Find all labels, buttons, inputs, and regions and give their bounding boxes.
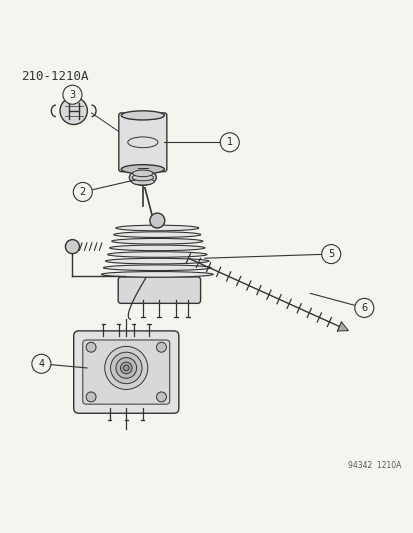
- Text: 210-1210A: 210-1210A: [21, 70, 88, 83]
- Circle shape: [220, 133, 239, 152]
- Circle shape: [150, 213, 164, 228]
- Ellipse shape: [114, 232, 200, 237]
- Circle shape: [86, 342, 96, 352]
- Ellipse shape: [103, 265, 211, 271]
- Ellipse shape: [121, 111, 164, 120]
- Ellipse shape: [132, 174, 153, 181]
- Ellipse shape: [121, 165, 164, 174]
- Ellipse shape: [107, 252, 206, 257]
- Text: 6: 6: [361, 303, 366, 313]
- Polygon shape: [337, 322, 348, 331]
- Ellipse shape: [105, 259, 209, 264]
- Circle shape: [110, 352, 142, 384]
- Ellipse shape: [132, 170, 152, 176]
- FancyBboxPatch shape: [74, 331, 178, 413]
- Circle shape: [120, 362, 132, 374]
- Circle shape: [65, 240, 79, 254]
- Circle shape: [73, 182, 92, 201]
- Text: 1: 1: [226, 138, 232, 147]
- Circle shape: [156, 392, 166, 402]
- Text: 4: 4: [38, 359, 44, 369]
- Text: 94342  1210A: 94342 1210A: [347, 461, 401, 470]
- Text: 2: 2: [79, 187, 86, 197]
- Circle shape: [63, 85, 82, 104]
- Ellipse shape: [101, 271, 213, 277]
- Text: 5: 5: [327, 249, 334, 259]
- Circle shape: [104, 346, 147, 390]
- FancyBboxPatch shape: [118, 277, 200, 303]
- FancyBboxPatch shape: [83, 340, 169, 404]
- Ellipse shape: [112, 238, 202, 244]
- Ellipse shape: [129, 169, 156, 185]
- FancyBboxPatch shape: [119, 113, 166, 172]
- Circle shape: [60, 97, 87, 125]
- Circle shape: [32, 354, 51, 373]
- Circle shape: [116, 358, 136, 378]
- Ellipse shape: [109, 245, 204, 251]
- Circle shape: [86, 392, 96, 402]
- Circle shape: [156, 342, 166, 352]
- Circle shape: [123, 365, 129, 371]
- Circle shape: [354, 298, 373, 318]
- Ellipse shape: [131, 179, 154, 185]
- Circle shape: [321, 245, 340, 264]
- Ellipse shape: [116, 225, 198, 231]
- Text: 3: 3: [69, 90, 75, 100]
